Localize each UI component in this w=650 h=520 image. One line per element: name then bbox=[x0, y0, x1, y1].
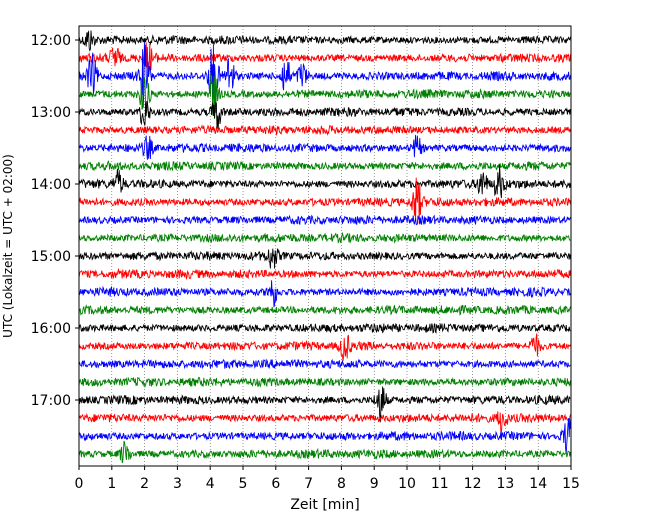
trace-line bbox=[78, 100, 571, 130]
y-tick-label: 15:00 bbox=[31, 249, 71, 265]
x-tick-label: 10 bbox=[398, 476, 416, 492]
trace-line bbox=[78, 231, 571, 244]
trace-line bbox=[78, 248, 571, 269]
y-tick-label: 12:00 bbox=[31, 33, 71, 49]
x-tick-label: 9 bbox=[370, 476, 379, 492]
x-tick-label: 6 bbox=[271, 476, 280, 492]
y-tick-label: 16:00 bbox=[31, 321, 71, 337]
x-axis-label: Zeit [min] bbox=[290, 497, 359, 513]
y-tick-label: 17:00 bbox=[31, 393, 71, 409]
trace-line bbox=[78, 73, 571, 120]
trace-line bbox=[78, 164, 571, 199]
x-tick-label: 4 bbox=[206, 476, 215, 492]
x-tick-label: 15 bbox=[562, 476, 580, 492]
x-tick-label: 14 bbox=[529, 476, 547, 492]
trace-line bbox=[78, 280, 571, 308]
trace-line bbox=[78, 358, 571, 370]
trace-line bbox=[78, 304, 571, 316]
x-tick-label: 13 bbox=[496, 476, 514, 492]
trace-line bbox=[78, 440, 571, 464]
trace-line bbox=[78, 42, 571, 108]
trace-line bbox=[78, 333, 571, 361]
x-tick-label: 11 bbox=[431, 476, 449, 492]
x-tick-label: 12 bbox=[464, 476, 482, 492]
grid-lines bbox=[111, 26, 539, 466]
trace-line bbox=[78, 177, 571, 224]
y-tick-label: 14:00 bbox=[31, 177, 71, 193]
x-tick-label: 1 bbox=[107, 476, 116, 492]
trace-line bbox=[78, 214, 571, 226]
trace-line bbox=[78, 267, 571, 280]
trace-line bbox=[78, 134, 571, 160]
trace-line bbox=[78, 42, 571, 78]
y-axis-label: UTC (Lokalzeit = UTC + 02:00) bbox=[1, 154, 15, 338]
y-tick-label: 13:00 bbox=[31, 105, 71, 121]
x-tick-label: 0 bbox=[75, 476, 84, 492]
trace-line bbox=[78, 30, 571, 52]
trace-line bbox=[78, 322, 571, 334]
trace-line bbox=[78, 376, 571, 389]
trace-line bbox=[78, 386, 571, 423]
trace-line bbox=[78, 124, 571, 136]
trace-line bbox=[78, 411, 571, 435]
trace-line bbox=[78, 418, 571, 455]
x-tick-label: 3 bbox=[173, 476, 182, 492]
x-tick-label: 8 bbox=[337, 476, 346, 492]
x-tick-label: 2 bbox=[140, 476, 149, 492]
x-tick-label: 5 bbox=[239, 476, 248, 492]
y-axis-ticks: 12:00 13:00 14:00 15:00 16:00 17:00 bbox=[31, 33, 79, 409]
plot-frame bbox=[78, 25, 572, 467]
x-axis-ticks: 0 1 2 3 4 5 6 7 8 9 10 11 12 13 14 15 bbox=[75, 466, 580, 492]
seismic-traces bbox=[78, 30, 571, 464]
x-tick-label: 7 bbox=[304, 476, 313, 492]
trace-line bbox=[78, 160, 571, 172]
